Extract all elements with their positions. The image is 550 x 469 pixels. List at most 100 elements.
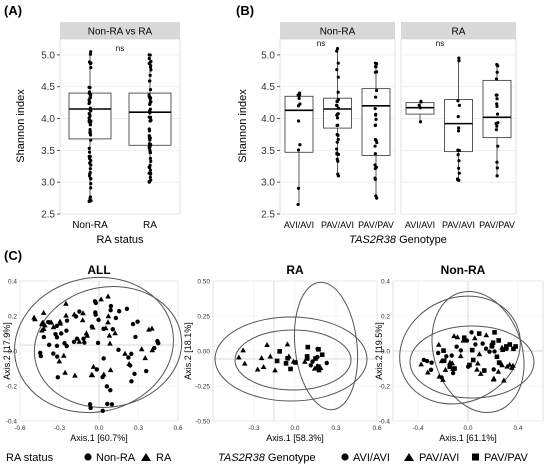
panel-c-all-ra-point-3	[79, 317, 86, 323]
panel-c-non-ra-avi-avi-point-15	[444, 354, 449, 359]
panel-b-non-ra-pav-pav-point-24	[374, 138, 378, 143]
panel-c-non-ra-avi-avi-point-5	[492, 349, 497, 354]
panel-c-non-ra-pav-pav-point-3	[441, 348, 446, 353]
panel-c-non-ra-pav-avi-point-28	[490, 376, 497, 382]
panel-c-non-ra-pcoa: Non-RA -0.4 0.0 0.4 -0.4 -0.2 0.0 0.2 0.4 Axis.…	[374, 263, 544, 443]
panel-a-ra-point-24	[147, 129, 152, 133]
panel-a-ra-point-52	[148, 166, 152, 170]
panel-b-non-ra-pav-pav-point-21	[374, 88, 379, 93]
panel-a-ra-point-36	[148, 151, 152, 155]
panel-a-non-ra-point-12	[89, 186, 93, 190]
panel-c-non-ra-pav-avi-point-26	[457, 353, 464, 359]
panel-b-non-ra-pav-avi-point-21	[335, 103, 339, 108]
panel-c-all-non-ra-point-13	[132, 371, 137, 377]
panel-c-ra-pav-pav-point-6	[293, 360, 298, 365]
panel-c-ra-xtick-label-0: -0.3	[248, 425, 260, 432]
panel-c-non-ra-avi-avi-point-20	[421, 357, 427, 363]
panel-c-ra-pav-pav-point-3	[274, 358, 280, 364]
panel-c-ra-ellipse-pav-pav	[234, 329, 352, 391]
panel-c-all-ra-left-point-4	[57, 318, 63, 324]
panel-c-all-non-ra-point-54	[108, 387, 113, 393]
panel-c-non-ra-pav-pav-point-19	[492, 330, 497, 335]
panel-c-non-ra-pav-avi-point-29	[501, 377, 507, 383]
panel-c-non-ra-pav-pav-point-18	[461, 335, 467, 340]
panel-c-all-ra-point-11	[72, 372, 78, 378]
panel-c-non-ra-avi-avi-point-19	[458, 348, 464, 353]
panel-b-ra-pav-avi-point-10	[456, 152, 460, 157]
panel-b-ra-pav-avi-point-6	[457, 171, 461, 175]
panel-b-non-ra-pav-avi-point-24	[335, 68, 339, 72]
panel-a-non-ra-point-60	[89, 199, 93, 203]
panel-b-non-ra-pav-avi-point-12	[335, 116, 340, 120]
panel-c-ra-avi-avi-point-3	[315, 354, 320, 360]
panel-b-y-axis-label: Shannon index	[237, 89, 249, 163]
panel-c-all-non-ra-point-20	[64, 318, 70, 323]
panel-b-non-ra-pav-pav-point-12	[373, 152, 377, 156]
panel-c-all-non-ra-bottom-point-0	[87, 402, 93, 407]
panel-c-ra-pav-pav-point-4	[288, 366, 293, 372]
panel-c-non-ra-pav-pav-point-12	[490, 340, 496, 345]
panel-c-non-ra-pav-avi-point-25	[477, 370, 484, 376]
panel-c-all-ytick-label-2: 0.0	[8, 349, 17, 356]
panel-c-ra-ytick-label-2: 0.00	[197, 349, 210, 356]
panel-b-non-ra-pav-avi-point-29	[335, 132, 339, 137]
panel-b-ra-pav-pav-point-9	[495, 124, 499, 128]
panel-a-ra-point-55	[149, 118, 153, 123]
panel-a-non-ra-point-57	[88, 85, 92, 90]
panel-a-ra-point-25	[148, 168, 152, 172]
panel-a-ytick-label-4: 4.5	[41, 82, 55, 93]
panel-c-all-y-axis-label: Axis.2 [17.9%]	[2, 322, 12, 380]
panel-c-all-non-ra-point-48	[62, 340, 67, 346]
panel-c-non-ra-pav-avi-point-8	[474, 366, 480, 372]
panel-b-ra-pav-avi-point-12	[456, 129, 461, 133]
panel-c-non-ra-pav-avi-point-6	[424, 369, 431, 375]
panel-b-non-ra-avi-avi-point-9	[296, 119, 301, 123]
panel-c-non-ra-pav-pav-point-0	[494, 354, 500, 360]
legend-ra-status-title: RA status	[6, 452, 54, 464]
panel-a-non-ra-point-13	[89, 182, 93, 186]
panel-c-all-non-ra-point-24	[104, 384, 110, 389]
panel-a-ra-point-2	[148, 175, 152, 179]
panel-a-non-ra-point-35	[88, 167, 92, 171]
panel-c-ra-pav-avi-point-9	[311, 365, 318, 371]
panel-b-non-ra-pav-avi-point-3	[336, 137, 340, 142]
panel-c-ra-pav-avi-point-15	[267, 353, 274, 359]
panel-b-ra-pav-pav-box	[482, 79, 512, 139]
legend-genotype-pav-avi-label: PAV/AVI	[419, 452, 459, 464]
panel-c-all-non-ra-point-50	[51, 351, 56, 356]
panel-c-all-pcoa: ALL -0.6 -0.3 0.0 0.3 0.6 -0.4 -0.2 0.0 0.2 0.4 A…	[2, 263, 183, 443]
panel-b-ra-pav-avi-point-8	[457, 59, 461, 63]
panel-label-c: (C)	[4, 248, 22, 263]
panel-c-ra-pav-pav-point-10	[315, 364, 321, 369]
panel-a-ra-point-5	[148, 73, 152, 77]
panel-c-ra-avi-avi-point-4	[308, 363, 313, 368]
panel-c-ra-pav-pav-point-7	[319, 352, 325, 358]
panel-a-non-ra-point-55	[89, 138, 93, 142]
panel-b-ra-pav-pav-point-14	[494, 121, 498, 126]
panel-a-ra-point-59	[147, 79, 152, 83]
panel-b-non-ra-pav-pav-point-11	[373, 70, 378, 74]
panel-c-ra-pav-avi-point-5	[240, 347, 246, 353]
panel-c-all-non-ra-point-7	[64, 328, 69, 333]
panel-c-non-ra-avi-avi-point-6	[483, 346, 489, 351]
panel-a-non-ra-point-49	[88, 106, 93, 110]
panel-b-non-ra-pav-pav-point-25	[373, 176, 377, 180]
panel-b-ra-pav-pav-point-13	[495, 104, 499, 109]
panel-c-all-non-ra-point-18	[59, 331, 64, 336]
panel-b-significance-ra: ns	[436, 39, 444, 48]
panel-c-ra-ytick-label-1: -0.25	[195, 384, 210, 391]
panel-a-x-axis-label: RA status	[96, 234, 144, 246]
panel-c-all-non-ra-point-35	[93, 310, 98, 315]
panel-c-all-ra-point-15	[105, 319, 111, 325]
panel-a-non-ra-point-25	[88, 195, 92, 199]
legend-genotype-pav-avi-marker	[404, 453, 414, 461]
panel-c-all-ra-point-16	[76, 338, 83, 344]
panel-c-all-non-ra-point-6	[110, 327, 116, 332]
panel-c-non-ra-pav-avi-point-12	[451, 333, 457, 339]
panel-c-non-ra-x-axis-label: Axis.1 [61.1%]	[439, 433, 497, 443]
panel-c-all-non-ra-point-47	[38, 350, 43, 356]
panel-b-ytick-label-3: 4.0	[261, 114, 275, 125]
panel-b-non-ra-avi-avi-point-8	[297, 96, 301, 101]
panel-c-non-ra-pav-pav-point-5	[452, 366, 457, 371]
panel-c-all-ra-point-34	[89, 372, 96, 378]
